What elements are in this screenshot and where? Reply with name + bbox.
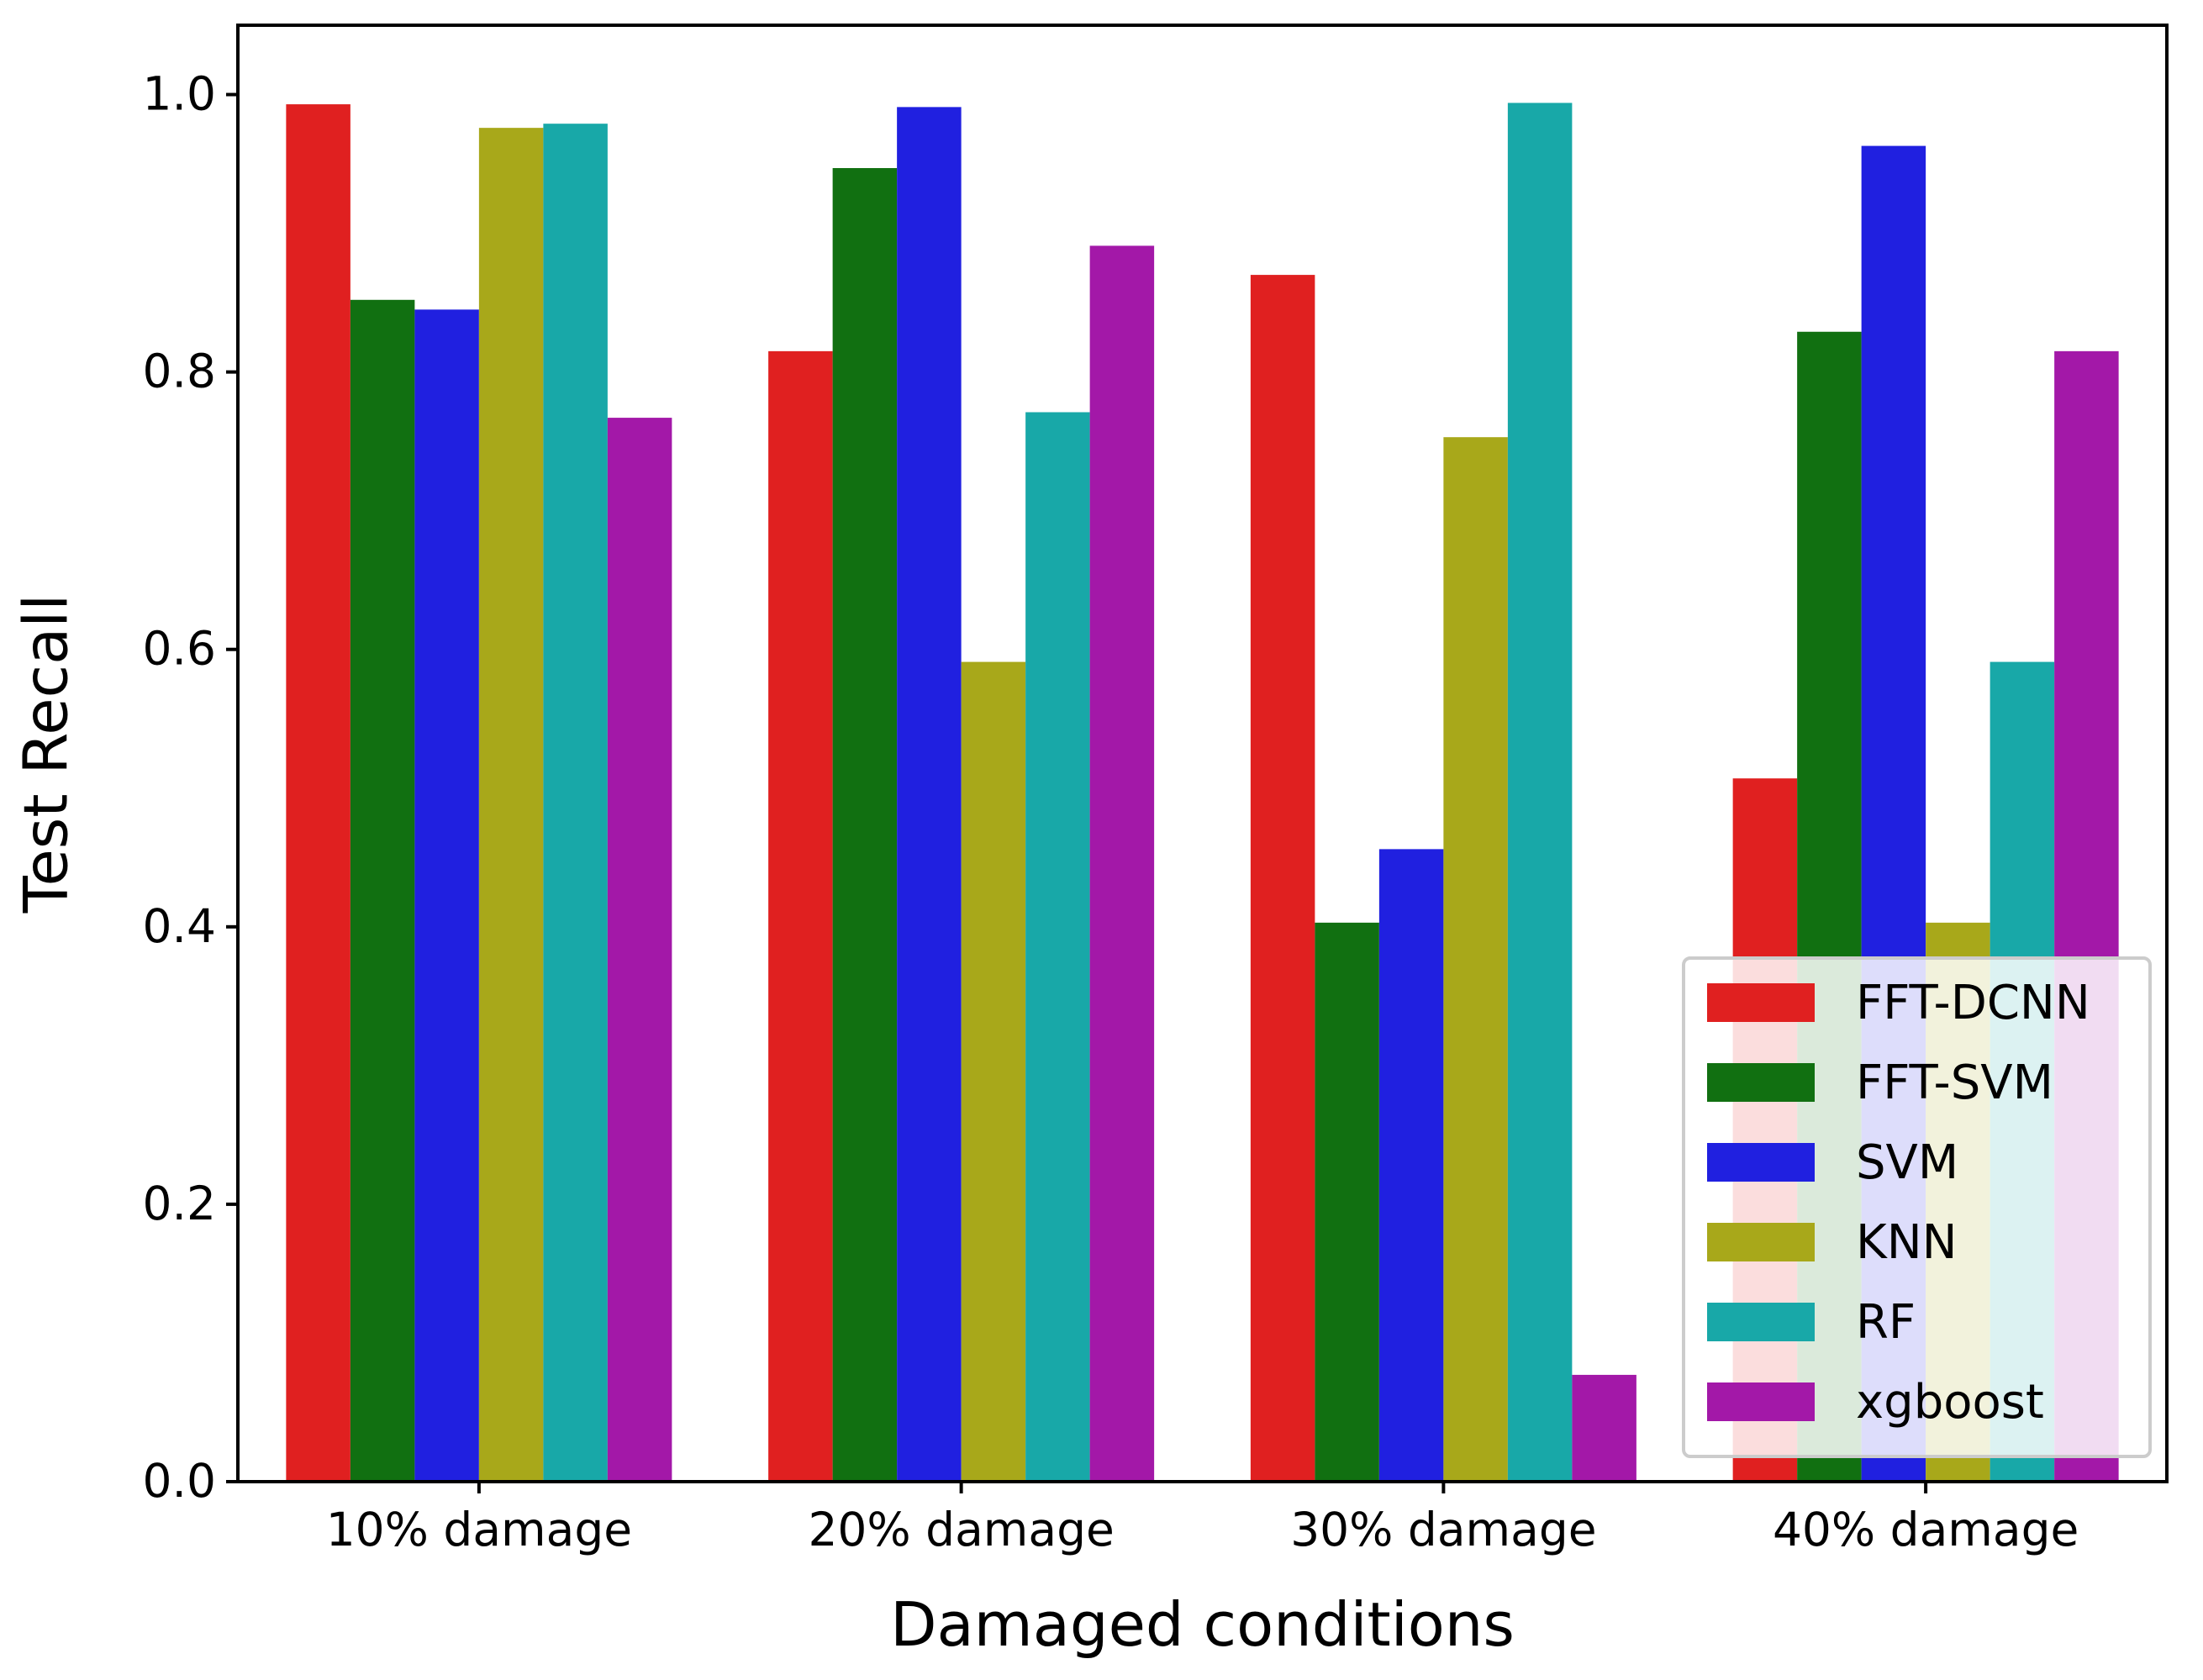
legend-swatch [1707,983,1815,1022]
bar-knn-1 [478,128,544,1482]
legend-label: RF [1856,1295,1916,1350]
y-tick-label: 0.8 [143,345,216,398]
bar-fft-dcnn-1 [286,104,350,1483]
bar-rf-2 [1025,412,1090,1483]
y-tick-label: 0.4 [143,899,216,953]
legend-swatch [1707,1382,1815,1421]
bar-fft-svm-1 [350,299,415,1482]
bar-knn-3 [1443,437,1508,1483]
y-tick-label: 0.0 [143,1454,216,1508]
x-tick-label: 30% damage [1290,1503,1596,1556]
y-tick-label: 0.2 [143,1177,216,1230]
bar-knn-2 [961,661,1026,1482]
x-tick-label: 40% damage [1773,1503,2079,1556]
x-axis-label: Damaged conditions [890,1589,1515,1660]
bar-xgboost-3 [1572,1374,1636,1482]
bar-fft-svm-2 [832,168,898,1482]
bar-xgboost-1 [607,418,672,1483]
bar-fft-dcnn-2 [768,350,833,1482]
legend-label: KNN [1856,1215,1958,1270]
legend: FFT-DCNN FFT-SVM SVM KNN RF xgboost [1682,956,2152,1458]
x-tick-label: 10% damage [326,1503,632,1556]
y-tick-label: 1.0 [143,67,216,121]
legend-label: xgboost [1856,1375,2044,1430]
axes-layer: 0.0 0.2 0.4 0.6 0.8 1.0 10% damage 20% damage 30… [143,24,2169,1556]
legend-label: FFT-SVM [1856,1056,2053,1110]
bar-svm-1 [414,309,479,1483]
y-axis-label: Test Recall [11,594,82,914]
bar-rf-3 [1507,103,1573,1482]
legend-label: FFT-DCNN [1856,976,2090,1030]
legend-swatch [1707,1303,1815,1341]
bar-rf-1 [543,124,608,1483]
bar-fft-svm-3 [1315,922,1379,1482]
y-tick-label: 0.6 [143,622,216,676]
bar-svm-2 [897,107,962,1482]
legend-swatch [1707,1143,1815,1182]
bar-svm-3 [1378,849,1444,1482]
bar-xgboost-2 [1089,245,1155,1483]
x-tick-label: 20% damage [808,1503,1114,1556]
bar-fft-dcnn-3 [1250,275,1315,1483]
legend-swatch [1707,1063,1815,1102]
legend-swatch [1707,1223,1815,1261]
legend-label: SVM [1856,1135,1958,1190]
plot-frame [236,24,2169,1483]
